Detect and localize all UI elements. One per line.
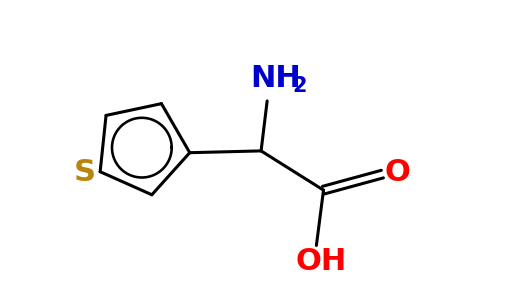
Text: OH: OH [295,247,346,276]
Text: 2: 2 [292,76,307,95]
Text: S: S [74,158,96,187]
Text: O: O [385,158,410,187]
Text: NH: NH [250,64,301,93]
